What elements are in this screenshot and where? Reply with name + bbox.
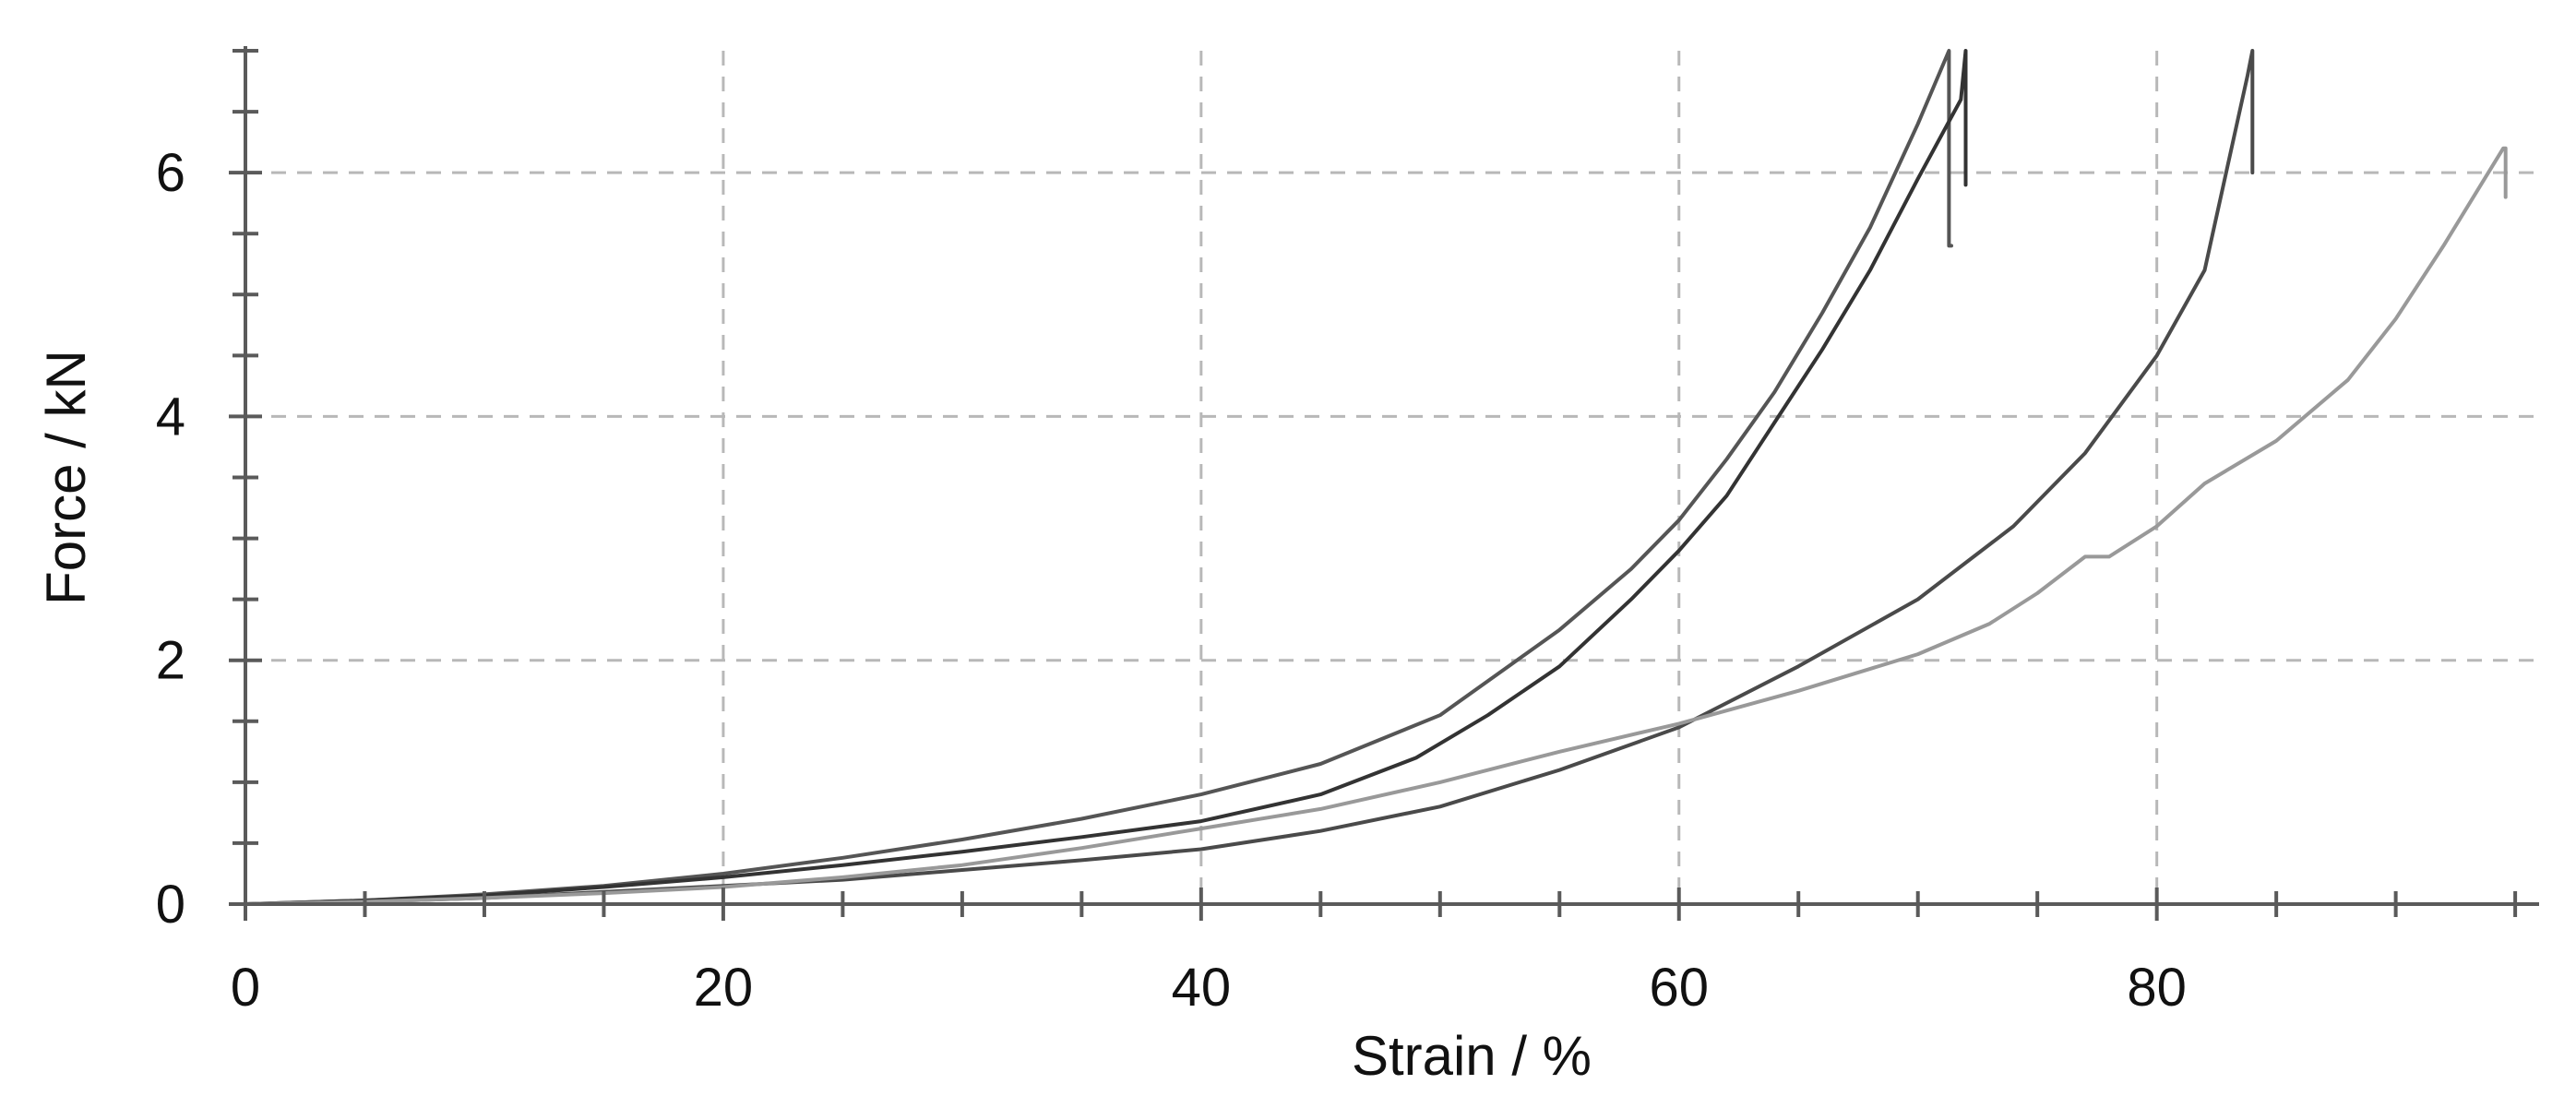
- series-line-3: [244, 49, 2255, 906]
- series-line-4: [244, 146, 2508, 906]
- x-tick-label: 60: [1649, 958, 1709, 1018]
- x-tick-label: 20: [694, 958, 754, 1018]
- y-axis-title: Force / kN: [35, 350, 97, 605]
- x-tick-label: 80: [2127, 958, 2187, 1018]
- grid: [245, 51, 2539, 904]
- x-tick-label: 40: [1172, 958, 1232, 1018]
- y-tick-label: 2: [156, 631, 185, 691]
- axes: [229, 46, 2539, 921]
- x-tick-label: 0: [231, 958, 260, 1018]
- tick-labels: 0 20 40 60 80 0 2 4 6: [156, 143, 2187, 1018]
- x-axis-title: Strain / %: [1352, 1025, 1592, 1087]
- series-line-1: [244, 49, 1953, 906]
- y-tick-label: 0: [156, 875, 185, 935]
- series-lines: [244, 49, 2508, 906]
- series-line-2: [244, 49, 1968, 906]
- y-tick-label: 4: [156, 387, 185, 447]
- y-tick-label: 6: [156, 143, 185, 203]
